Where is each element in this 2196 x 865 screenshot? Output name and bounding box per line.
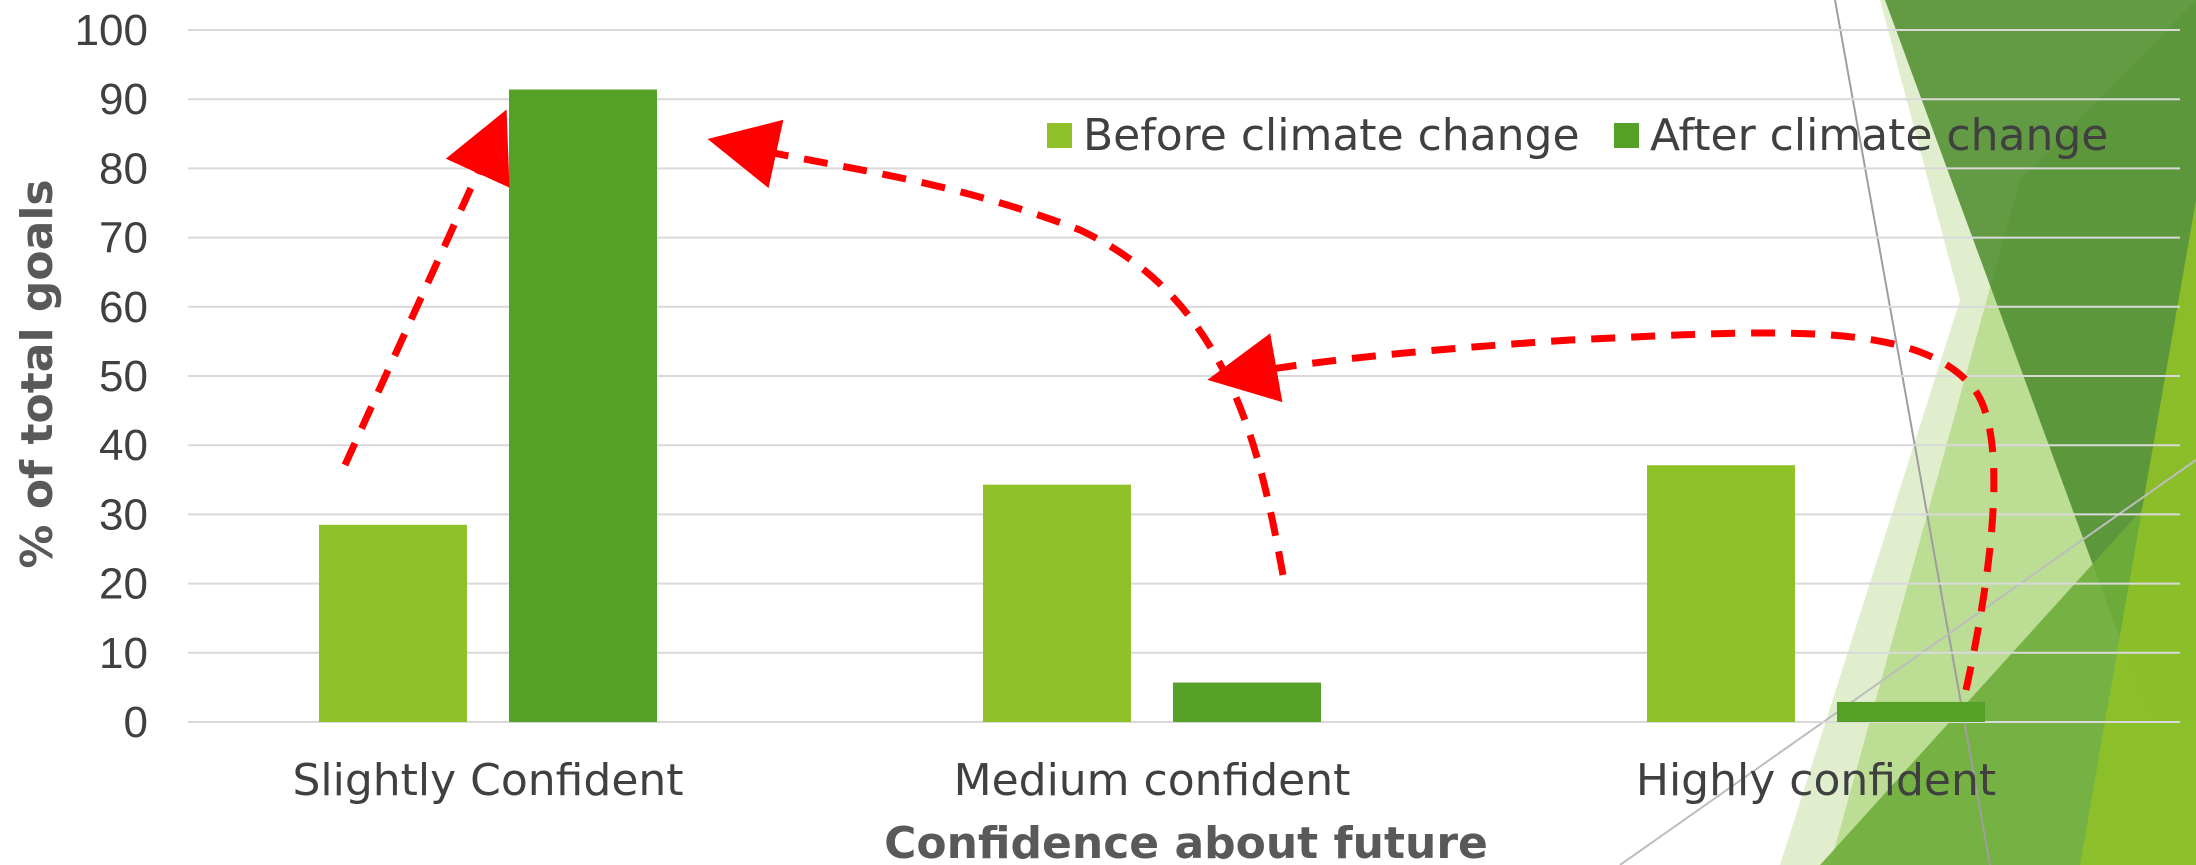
bar-after-0 xyxy=(509,89,657,722)
bar-after-2 xyxy=(1837,701,1985,722)
y-tick-label: 70 xyxy=(99,214,148,263)
bar-after-1 xyxy=(1173,682,1321,722)
bar-before-1 xyxy=(983,484,1131,722)
y-axis-ticks: 0 10 20 30 40 50 60 70 80 90 100 xyxy=(75,6,148,747)
decor-accent-shape xyxy=(2080,200,2196,865)
y-tick-label: 10 xyxy=(99,629,148,678)
y-tick-label: 40 xyxy=(99,421,148,470)
y-tick-label: 20 xyxy=(99,560,148,609)
decor-thin-line-2 xyxy=(1619,459,2196,865)
y-tick-label: 50 xyxy=(99,352,148,401)
y-tick-label: 100 xyxy=(75,6,148,55)
arrow-medium-to-slightly xyxy=(707,119,1287,576)
y-tick-label: 60 xyxy=(99,283,148,332)
y-tick-label: 0 xyxy=(124,698,148,747)
y-tick-label: 80 xyxy=(99,144,148,193)
bars xyxy=(319,89,1985,722)
x-axis-categories: Slightly Confident Medium confident Highly… xyxy=(292,755,1996,806)
legend: Before climate change After climate chan… xyxy=(1047,110,2108,161)
legend-label-after: After climate change xyxy=(1650,110,2108,161)
y-tick-label: 30 xyxy=(99,490,148,539)
arrow-slightly-up xyxy=(341,109,510,467)
legend-swatch-after xyxy=(1614,123,1639,148)
x-category-label: Medium confident xyxy=(954,755,1351,806)
bar-before-0 xyxy=(319,524,467,722)
decorative-background xyxy=(1619,0,2196,865)
legend-swatch-before xyxy=(1047,123,1072,148)
bar-before-2 xyxy=(1647,465,1795,722)
y-tick-label: 90 xyxy=(99,75,148,124)
x-category-label: Highly confident xyxy=(1636,755,1996,806)
x-axis-title: Confidence about future xyxy=(884,818,1488,865)
annotation-arrows xyxy=(341,109,1998,691)
legend-label-before: Before climate change xyxy=(1083,110,1580,161)
y-axis-title: % of total goals xyxy=(12,179,63,568)
x-category-label: Slightly Confident xyxy=(292,755,683,806)
